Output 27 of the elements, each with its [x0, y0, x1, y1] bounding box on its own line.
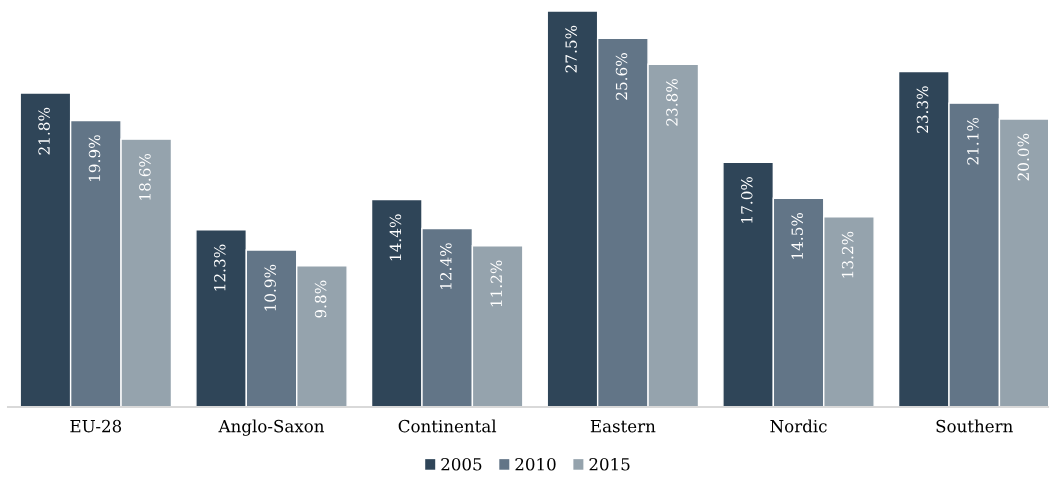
- x-tick-label: Nordic: [770, 419, 827, 433]
- x-tick-label: Southern: [936, 419, 1013, 433]
- data-label: 21.8%: [38, 107, 50, 155]
- data-label: 27.5%: [565, 25, 577, 73]
- data-label: 21.1%: [967, 117, 979, 165]
- data-label: 12.4%: [440, 243, 452, 289]
- data-label: 13.2%: [841, 231, 854, 278]
- x-tick-label: Continental: [398, 419, 497, 433]
- data-label: 18.6%: [139, 153, 151, 200]
- data-label: 12.3%: [213, 244, 226, 291]
- data-label: 10.9%: [264, 264, 276, 311]
- data-label: 25.6%: [615, 53, 628, 100]
- data-label: 9.8%: [314, 280, 327, 318]
- legend-label: 2010: [515, 457, 556, 471]
- data-label: 20.0%: [1017, 133, 1030, 181]
- data-label: 19.9%: [88, 135, 101, 181]
- x-tick-label: Eastern: [590, 420, 656, 433]
- data-label: 14.5%: [791, 212, 803, 259]
- x-tick-label: EU-28: [70, 419, 122, 433]
- data-label: 17.0%: [741, 176, 753, 223]
- data-label: 23.3%: [916, 86, 929, 133]
- data-label: 23.8%: [666, 79, 678, 126]
- data-label: 11.2%: [490, 260, 503, 307]
- data-label: 14.4%: [389, 214, 402, 261]
- legend-label: 2005: [441, 457, 482, 471]
- legend-label: 2015: [589, 457, 630, 471]
- x-tick-label: Anglo-Saxon: [218, 419, 325, 436]
